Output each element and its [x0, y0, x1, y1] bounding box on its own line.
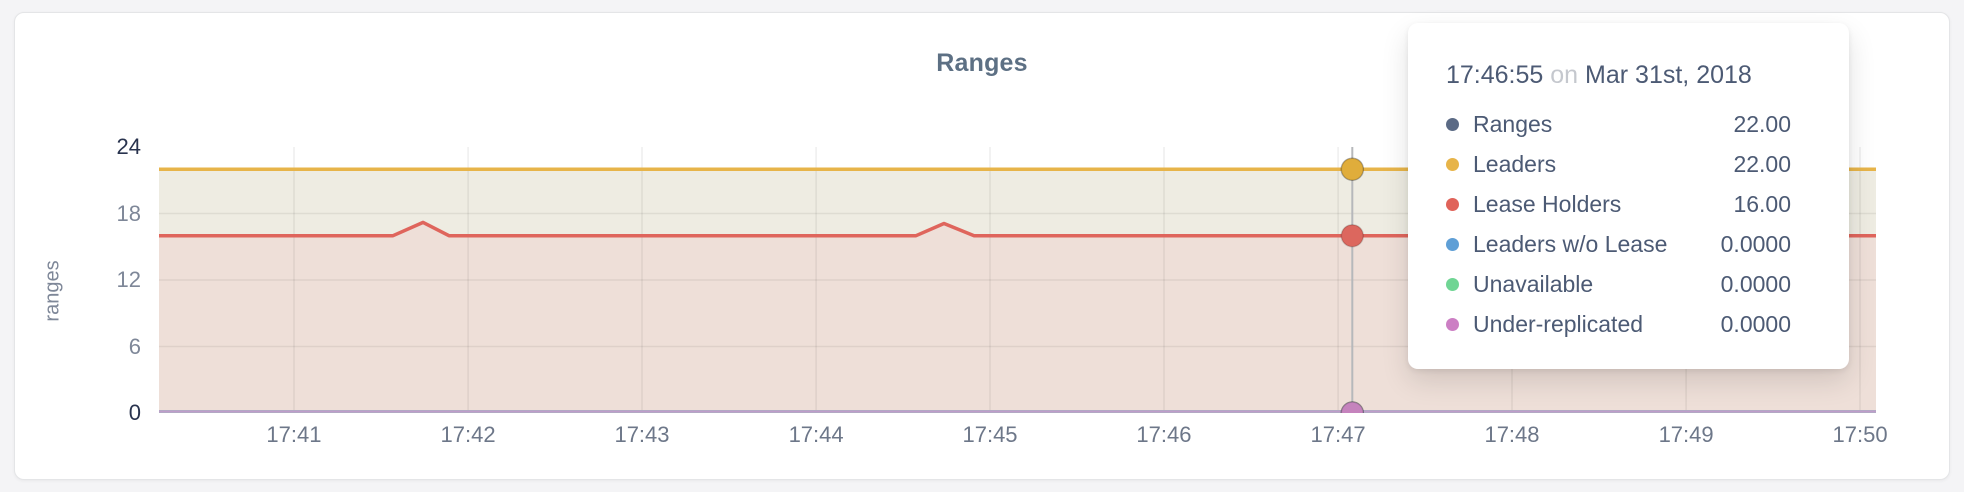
- legend-label: Leaders: [1473, 150, 1557, 177]
- tooltip-row: Lease Holders 16.00: [1446, 184, 1811, 224]
- tooltip-row: Leaders 22.00: [1446, 144, 1811, 184]
- tooltip-date: Mar 31st, 2018: [1585, 61, 1752, 89]
- tooltip-row: Ranges 22.00: [1446, 104, 1811, 144]
- y-tick-label: 24: [116, 134, 141, 159]
- legend-label: Under-replicated: [1473, 310, 1644, 337]
- legend-dot-icon: [1446, 157, 1459, 171]
- chart-card: Ranges ranges 24 18 12 6 0 17:41 17:42 17:43 17…: [14, 12, 1950, 480]
- legend-dot-icon: [1446, 317, 1459, 331]
- legend-label: Ranges: [1473, 110, 1553, 137]
- y-tick-label: 12: [116, 267, 141, 292]
- tooltip-preposition: on: [1550, 61, 1579, 89]
- y-tick-label: 6: [128, 333, 141, 359]
- legend-value: 0.0000: [1720, 310, 1791, 337]
- hover-tooltip: 17:46:55 on Mar 31st, 2018 Ranges 22.00 Le…: [1408, 23, 1849, 369]
- legend-dot-icon: [1446, 117, 1459, 131]
- legend-label: Leaders w/o Lease: [1473, 230, 1668, 257]
- tooltip-time: 17:46:55: [1446, 61, 1544, 89]
- tooltip-header: 17:46:55 on Mar 31st, 2018: [1446, 61, 1811, 90]
- tooltip-row: Unavailable 0.0000: [1446, 264, 1811, 304]
- legend-label: Unavailable: [1473, 270, 1594, 297]
- x-tick-label: 17:41: [266, 422, 322, 447]
- legend-value: 0.0000: [1720, 270, 1791, 297]
- legend-dot-icon: [1446, 237, 1459, 251]
- x-tick-label: 17:47: [1310, 422, 1366, 447]
- x-tick-label: 17:50: [1832, 422, 1888, 447]
- y-tick-label: 0: [128, 400, 141, 425]
- legend-value: 0.0000: [1720, 230, 1791, 257]
- y-tick-label: 18: [116, 200, 141, 226]
- tooltip-legend: Ranges 22.00 Leaders 22.00 Lease Holders 16.0…: [1446, 104, 1811, 344]
- chart-title: Ranges: [936, 49, 1028, 77]
- legend-dot-icon: [1446, 277, 1459, 291]
- legend-value: 22.00: [1733, 150, 1791, 177]
- x-tick-label: 17:48: [1484, 422, 1540, 447]
- legend-value: 16.00: [1733, 190, 1791, 217]
- legend-dot-icon: [1446, 197, 1459, 211]
- x-tick-label: 17:45: [962, 422, 1018, 447]
- tooltip-row: Under-replicated 0.0000: [1446, 304, 1811, 344]
- x-tick-label: 17:43: [614, 422, 670, 447]
- x-tick-label: 17:49: [1658, 422, 1714, 447]
- x-tick-label: 17:46: [1136, 422, 1192, 447]
- tooltip-row: Leaders w/o Lease 0.0000: [1446, 224, 1811, 264]
- x-tick-label: 17:42: [440, 422, 496, 447]
- x-tick-label: 17:44: [788, 422, 844, 447]
- legend-label: Lease Holders: [1473, 190, 1622, 217]
- legend-value: 22.00: [1733, 110, 1791, 137]
